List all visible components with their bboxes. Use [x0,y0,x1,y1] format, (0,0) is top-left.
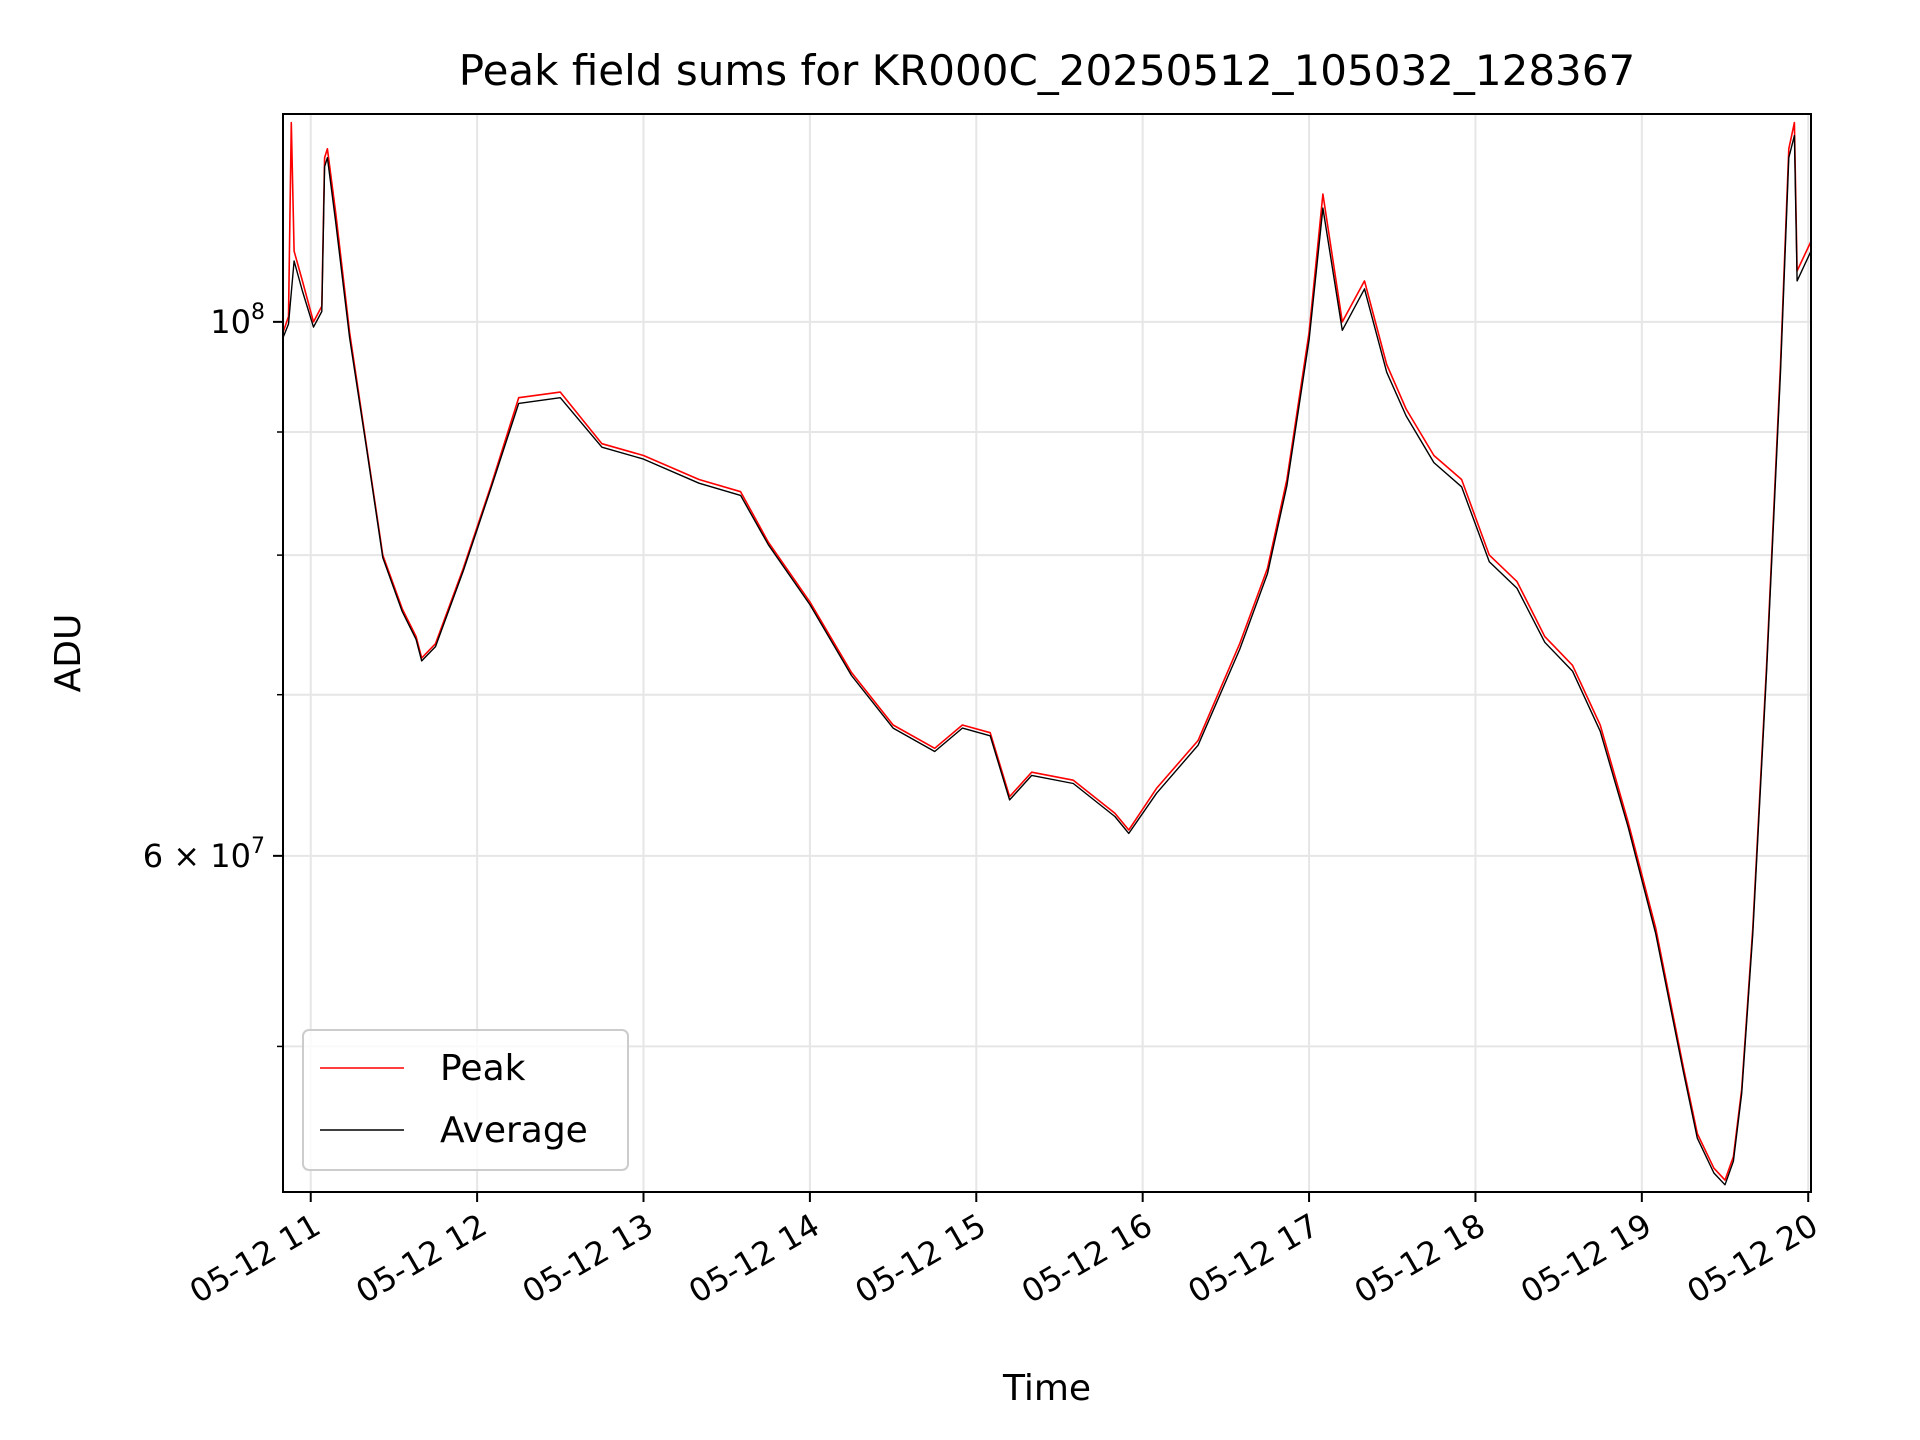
x-axis-label: Time [1002,1368,1091,1409]
legend-box [302,1029,629,1171]
plot-lines [283,121,1811,1186]
grid [283,114,1811,1192]
y-tick-label: 108 [210,300,265,341]
series-line-average [283,134,1811,1186]
y-axis: 6 × 107 108 [143,300,283,1048]
legend: Peak Average [302,1029,629,1171]
y-tick-label: 6 × 107 [143,834,265,875]
plot-frame [282,113,1812,1193]
legend-label-average: Average [440,1110,588,1151]
legend-label-peak: Peak [440,1048,526,1089]
chart-title: Peak field sums for KR000C_20250512_1050… [459,46,1635,95]
y-axis-label: ADU [48,614,89,693]
